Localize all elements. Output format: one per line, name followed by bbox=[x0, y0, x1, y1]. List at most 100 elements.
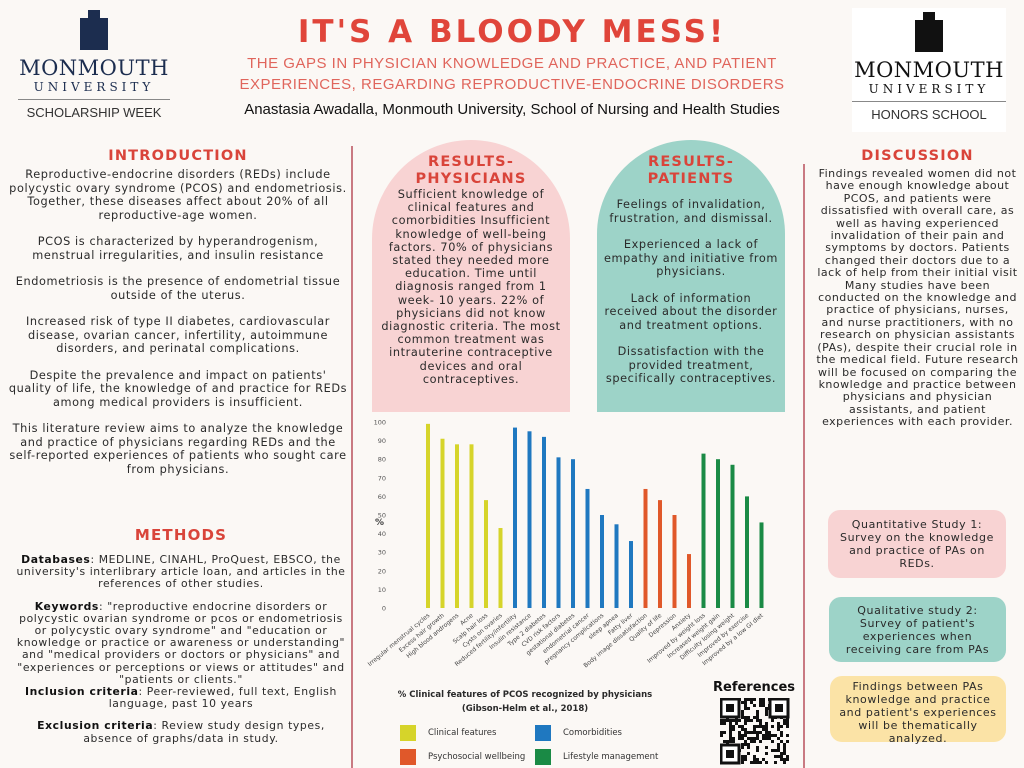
inclusion-paragraph: Inclusion criteria: Peer-reviewed, full … bbox=[14, 685, 348, 711]
label: Keywords bbox=[34, 599, 99, 613]
section-heading: PHYSICIANS bbox=[415, 171, 527, 187]
legend-label: Psychosocial wellbeing bbox=[428, 752, 526, 762]
exclusion-paragraph: Exclusion criteria: Review study design … bbox=[14, 719, 348, 745]
y-tick-label: 90 bbox=[378, 437, 386, 445]
paragraph: Findings revealed women did not have eno… bbox=[816, 167, 1019, 429]
y-tick-label: 10 bbox=[378, 586, 386, 594]
building-icon bbox=[74, 10, 114, 50]
study-1-box: Quantitative Study 1: Survey on the know… bbox=[828, 510, 1006, 578]
y-tick-label: 80 bbox=[378, 456, 386, 464]
y-tick-label: 30 bbox=[378, 549, 386, 557]
label: Exclusion criteria bbox=[37, 719, 154, 733]
bar bbox=[484, 500, 488, 608]
bar bbox=[600, 515, 604, 608]
bar bbox=[745, 496, 749, 608]
logo-honors-school: MONMOUTH UNIVERSITY HONORS SCHOOL bbox=[852, 8, 1006, 132]
legend-label: Lifestyle management bbox=[563, 752, 659, 762]
y-tick-label: 40 bbox=[378, 530, 386, 538]
divider-right bbox=[803, 164, 805, 768]
y-tick-label: 60 bbox=[378, 493, 386, 501]
bar bbox=[701, 453, 706, 608]
paragraph: PCOS is characterized by hyperandrogenis… bbox=[32, 235, 324, 262]
bar bbox=[426, 423, 430, 608]
discussion-section: DISCUSSION Findings revealed women did n… bbox=[815, 148, 1020, 429]
introduction-section: INTRODUCTION Reproductive-endocrine diso… bbox=[8, 148, 348, 476]
paragraph: Increased risk of type II diabetes, card… bbox=[25, 315, 331, 355]
y-tick-label: 0 bbox=[382, 605, 386, 613]
paragraph: Experienced a lack of empathy and initia… bbox=[604, 238, 778, 278]
databases-paragraph: Databases: MEDLINE, CINAHL, ProQuest, EB… bbox=[14, 553, 348, 591]
paragraph: Dissatisfaction with the provided treatm… bbox=[605, 345, 777, 385]
bar bbox=[716, 459, 720, 608]
keywords-paragraph: Keywords: "reproductive endocrine disord… bbox=[14, 599, 348, 686]
section-heading: DISCUSSION bbox=[861, 148, 974, 164]
logo-scholarship-week: MONMOUTH UNIVERSITY SCHOLARSHIP WEEK bbox=[18, 10, 170, 120]
section-heading: INTRODUCTION bbox=[108, 148, 248, 164]
legend-swatch bbox=[400, 725, 416, 741]
results-patients-card: RESULTS- PATIENTS Feelings of invalidati… bbox=[597, 140, 785, 412]
section-heading: PATIENTS bbox=[647, 171, 735, 187]
results-physicians-card: RESULTS- PHYSICIANS Sufficient knowledge… bbox=[372, 140, 570, 412]
qr-code-icon[interactable] bbox=[720, 698, 790, 766]
bar bbox=[469, 444, 474, 608]
bar bbox=[498, 528, 503, 608]
bar bbox=[687, 554, 691, 608]
bar bbox=[730, 464, 735, 608]
paragraph: Feelings of invalidation, frustration, a… bbox=[609, 198, 773, 225]
section-heading: METHODS bbox=[134, 526, 228, 544]
bar bbox=[585, 488, 590, 608]
divider-left bbox=[351, 146, 353, 768]
references-heading: References bbox=[713, 680, 796, 695]
bar bbox=[658, 500, 662, 608]
bar bbox=[672, 515, 677, 608]
subtitle-line: THE GAPS IN PHYSICIAN KNOWLEDGE AND PRAC… bbox=[247, 55, 777, 72]
study-2-box: Qualitative study 2: Survey of patient's… bbox=[829, 597, 1006, 662]
y-tick-label: 100 bbox=[374, 419, 386, 427]
bar bbox=[556, 457, 561, 608]
text: : MEDLINE, CINAHL, ProQuest, EBSCO, the … bbox=[16, 553, 346, 591]
section-heading: RESULTS- bbox=[427, 154, 515, 170]
y-axis-label: % bbox=[375, 518, 384, 528]
paragraph: Lack of information received about the d… bbox=[604, 291, 778, 332]
paragraph: Reproductive-endocrine disorders (REDs) … bbox=[9, 168, 347, 222]
bar bbox=[571, 459, 575, 608]
legend-swatch bbox=[535, 749, 551, 765]
legend-item: Psychosocial wellbeing bbox=[400, 749, 535, 765]
y-tick-label: 50 bbox=[378, 512, 386, 520]
poster-subtitle: THE GAPS IN PHYSICIAN KNOWLEDGE AND PRAC… bbox=[200, 53, 824, 95]
building-icon bbox=[909, 12, 949, 52]
paragraph: Endometriosis is the presence of endomet… bbox=[15, 275, 341, 302]
y-tick-label: 20 bbox=[378, 567, 386, 575]
legend-swatch bbox=[535, 725, 551, 741]
analysis-box: Findings between PAs knowledge and pract… bbox=[830, 676, 1006, 745]
author-line: Anastasia Awadalla, Monmouth University,… bbox=[244, 101, 780, 118]
chart-legend: Clinical features Comorbidities Psychoso… bbox=[400, 725, 700, 765]
legend-label: Clinical features bbox=[428, 728, 497, 738]
logo-program: SCHOLARSHIP WEEK bbox=[26, 105, 162, 120]
logo-university: UNIVERSITY bbox=[18, 80, 170, 100]
chart-title: % Clinical features of PCOS recognized b… bbox=[397, 690, 653, 714]
logo-university: UNIVERSITY bbox=[852, 82, 1006, 102]
text: : "reproductive endocrine disorders or p… bbox=[16, 599, 346, 686]
text: : Peer-reviewed, full text, English lang… bbox=[108, 685, 337, 711]
logo-name: MONMOUTH bbox=[19, 56, 169, 80]
paragraph: Sufficient knowledge of clinical feature… bbox=[381, 188, 561, 386]
legend-label: Comorbidities bbox=[563, 728, 622, 738]
bar bbox=[759, 522, 764, 608]
logo-name: MONMOUTH bbox=[854, 58, 1004, 82]
label: Inclusion criteria bbox=[25, 685, 139, 699]
bar bbox=[643, 488, 648, 608]
legend-item: Clinical features bbox=[400, 725, 535, 741]
subtitle-line: EXPERIENCES, REGARDING REPRODUCTIVE-ENDO… bbox=[239, 76, 785, 93]
bar bbox=[513, 427, 517, 608]
section-heading: RESULTS- bbox=[647, 154, 735, 170]
bar bbox=[440, 438, 445, 608]
logo-program: HONORS SCHOOL bbox=[871, 107, 987, 122]
bar bbox=[614, 524, 619, 608]
methods-section: METHODS Databases: MEDLINE, CINAHL, ProQ… bbox=[14, 526, 348, 745]
text: : Review study design types, absence of … bbox=[83, 719, 325, 745]
bar bbox=[527, 431, 532, 608]
label: Databases bbox=[21, 553, 91, 566]
paragraph: Despite the prevalence and impact on pat… bbox=[8, 368, 348, 409]
